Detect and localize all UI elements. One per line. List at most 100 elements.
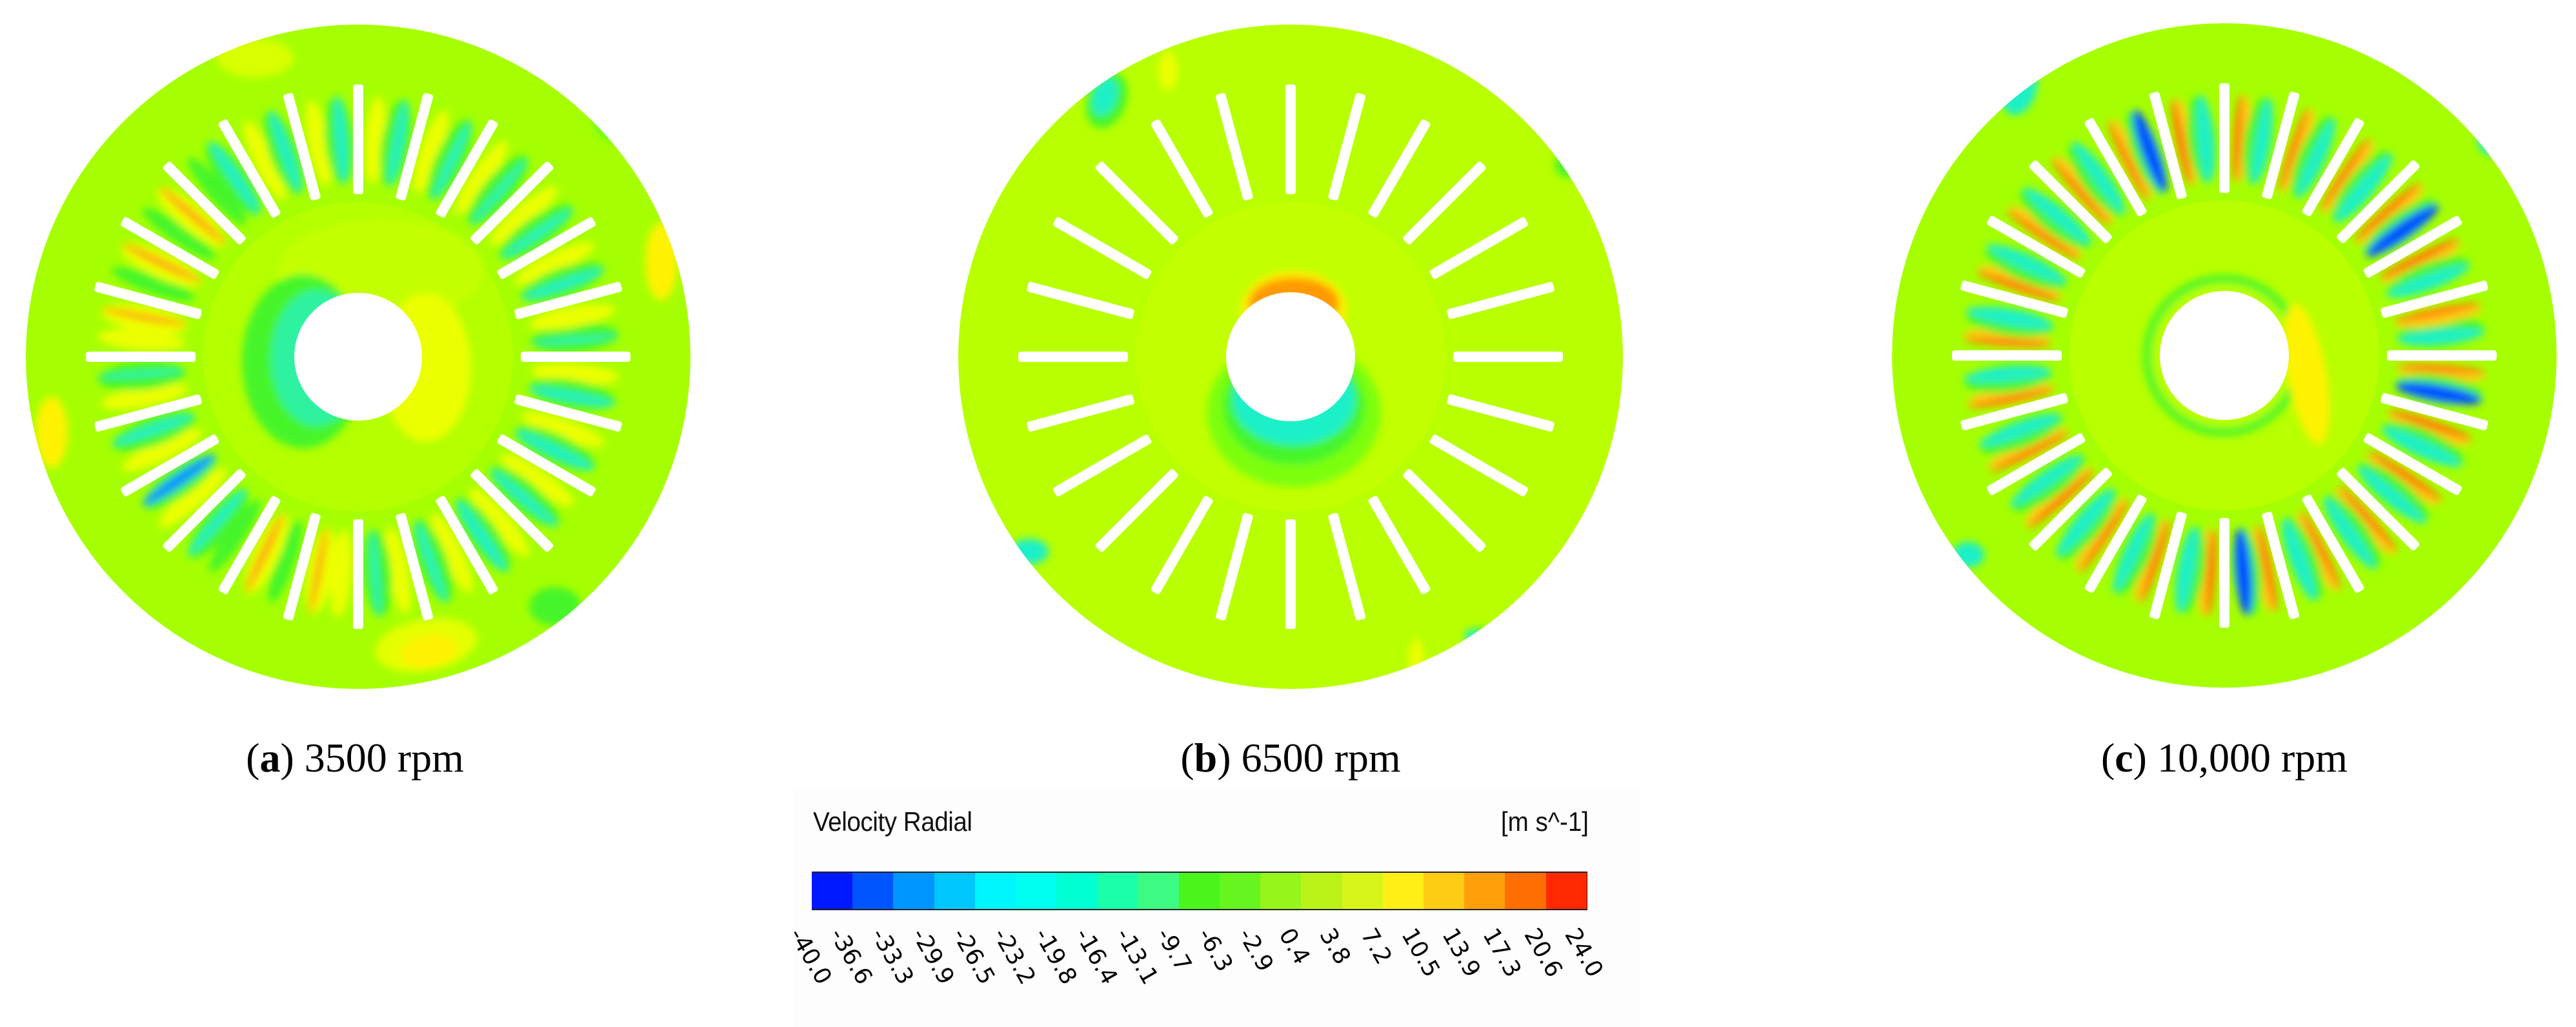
rotor-slot bbox=[2149, 512, 2187, 619]
rotor-slot bbox=[121, 217, 219, 279]
rotor-slot bbox=[1018, 352, 1128, 362]
rotor-slot bbox=[1151, 495, 1213, 594]
shaft-hole bbox=[2160, 291, 2289, 420]
rotor-slot bbox=[2302, 118, 2364, 217]
rotor-slot bbox=[1053, 217, 1152, 279]
rotor-slot bbox=[163, 469, 246, 552]
contour-plot-6500rpm bbox=[932, 0, 1642, 716]
rotor-slot bbox=[2380, 393, 2488, 431]
caption-text: 3500 rpm bbox=[294, 735, 464, 781]
colorbar-segment bbox=[1464, 873, 1505, 909]
rotor-slot bbox=[2380, 280, 2488, 318]
colorbar-segment bbox=[1178, 873, 1220, 909]
rotor-slot bbox=[218, 495, 281, 594]
colorbar-tick-label: 20.6 bbox=[1518, 924, 1567, 982]
colorbar bbox=[812, 872, 1587, 910]
rotor-slot bbox=[521, 352, 630, 362]
shaft-hole bbox=[294, 293, 422, 421]
colorbar-segment bbox=[1138, 873, 1179, 909]
rotor-slot bbox=[436, 119, 498, 218]
colorbar-tick-label: -23.2 bbox=[987, 924, 1041, 990]
colorbar-segment bbox=[1016, 873, 1057, 909]
rotor-slot bbox=[1960, 280, 2068, 318]
rotor-slot bbox=[514, 281, 622, 319]
colorbar-tick-label: -33.3 bbox=[865, 924, 919, 990]
colorbar-tick-label: -19.8 bbox=[1029, 924, 1082, 990]
rotor-slot bbox=[1053, 434, 1152, 497]
rotor-slot bbox=[1952, 350, 2062, 361]
legend-title: Velocity Radial bbox=[813, 806, 972, 837]
rotor-slot bbox=[2262, 92, 2300, 199]
rotor-slot bbox=[2084, 494, 2147, 593]
rotor-slot bbox=[121, 434, 219, 497]
contour-plot-3500rpm bbox=[0, 0, 710, 716]
colorbar-tick-label: -6.3 bbox=[1192, 924, 1238, 977]
rotor-slot bbox=[1368, 119, 1431, 218]
colorbar-segment bbox=[1505, 873, 1546, 909]
caption-c: (c) 10,000 rpm bbox=[2100, 735, 2348, 781]
rotor-slot bbox=[2337, 468, 2420, 551]
colorbar-segment bbox=[1424, 873, 1465, 909]
rotor-slot bbox=[353, 85, 363, 194]
contour-plot-10000rpm bbox=[1866, 0, 2576, 716]
caption-label: c bbox=[2115, 735, 2133, 781]
rotor-slot bbox=[1368, 495, 1431, 594]
rotor-slot bbox=[436, 495, 498, 594]
legend-unit: [m s^-1] bbox=[1500, 806, 1589, 837]
rotor-slot bbox=[2219, 518, 2229, 628]
rotor-slot bbox=[163, 161, 246, 244]
rotor-slot bbox=[2029, 468, 2112, 551]
colorbar-tick-labels: -40.0 -36.6 -33.3 -29.9 -26.5 -23.2 -19.8 -16.4… bbox=[783, 917, 1608, 1021]
caption-text: 6500 rpm bbox=[1231, 735, 1401, 781]
colorbar-segment bbox=[1097, 873, 1138, 909]
rotor-slot bbox=[2219, 83, 2229, 193]
colorbar-tick-label: -36.6 bbox=[824, 924, 878, 990]
rotor-slot bbox=[2084, 118, 2147, 217]
rotor-slot bbox=[1285, 519, 1296, 629]
rotor-slot bbox=[1095, 161, 1178, 244]
rotor-slot bbox=[2029, 160, 2112, 243]
colorbar-segment bbox=[974, 873, 1016, 909]
rotor-slot bbox=[497, 434, 596, 497]
colorbar-tick-label: 7.2 bbox=[1355, 924, 1397, 970]
rotor-slot bbox=[1403, 161, 1486, 244]
rotor-slot bbox=[1027, 394, 1134, 432]
rotor-slot bbox=[86, 352, 196, 362]
rotor-slot bbox=[396, 513, 434, 621]
rotor-slot bbox=[1285, 85, 1296, 194]
rotor-slot bbox=[2262, 512, 2300, 619]
rotor-slot bbox=[497, 217, 596, 279]
colorbar-segment bbox=[852, 873, 894, 909]
rotor-slot bbox=[283, 93, 321, 201]
rotor-slot bbox=[218, 119, 281, 218]
caption-b: (b) 6500 rpm bbox=[1180, 735, 1401, 781]
colorbar-segment bbox=[1260, 873, 1302, 909]
rotor-slot bbox=[396, 93, 434, 201]
rotor-slot bbox=[514, 394, 622, 432]
color-legend: Velocity Radial [m s^-1] -40.0 -36.6 -33.3… bbox=[783, 788, 1639, 1027]
rotor-slot bbox=[1987, 433, 2086, 495]
caption-label: b bbox=[1194, 735, 1218, 781]
rotor-slot bbox=[1095, 469, 1178, 552]
colorbar-segment bbox=[893, 873, 934, 909]
rotor-slot bbox=[353, 519, 363, 629]
rotor-slot bbox=[470, 161, 554, 244]
colorbar-segment bbox=[934, 873, 975, 909]
rotor-slot bbox=[1429, 217, 1528, 279]
colorbar-segment bbox=[1056, 873, 1098, 909]
rotor-slot bbox=[1151, 119, 1213, 218]
rotor-slot bbox=[2387, 350, 2497, 361]
colorbar-segment bbox=[1220, 873, 1261, 909]
shaft-hole bbox=[1226, 292, 1355, 421]
rotor-slot bbox=[1987, 215, 2086, 278]
rotor-slot bbox=[1429, 434, 1528, 497]
rotor-slot bbox=[470, 469, 554, 552]
rotor-slot bbox=[1453, 352, 1563, 362]
colorbar-tick-label: 24.0 bbox=[1559, 924, 1609, 982]
colorbar-tick-label: 10.5 bbox=[1396, 924, 1445, 982]
rotor-slot bbox=[1215, 93, 1253, 201]
rotor-slot bbox=[1027, 281, 1134, 319]
rotor-slot bbox=[2302, 494, 2364, 593]
rotor-slot bbox=[94, 281, 202, 319]
rotor-slot bbox=[1447, 281, 1555, 319]
